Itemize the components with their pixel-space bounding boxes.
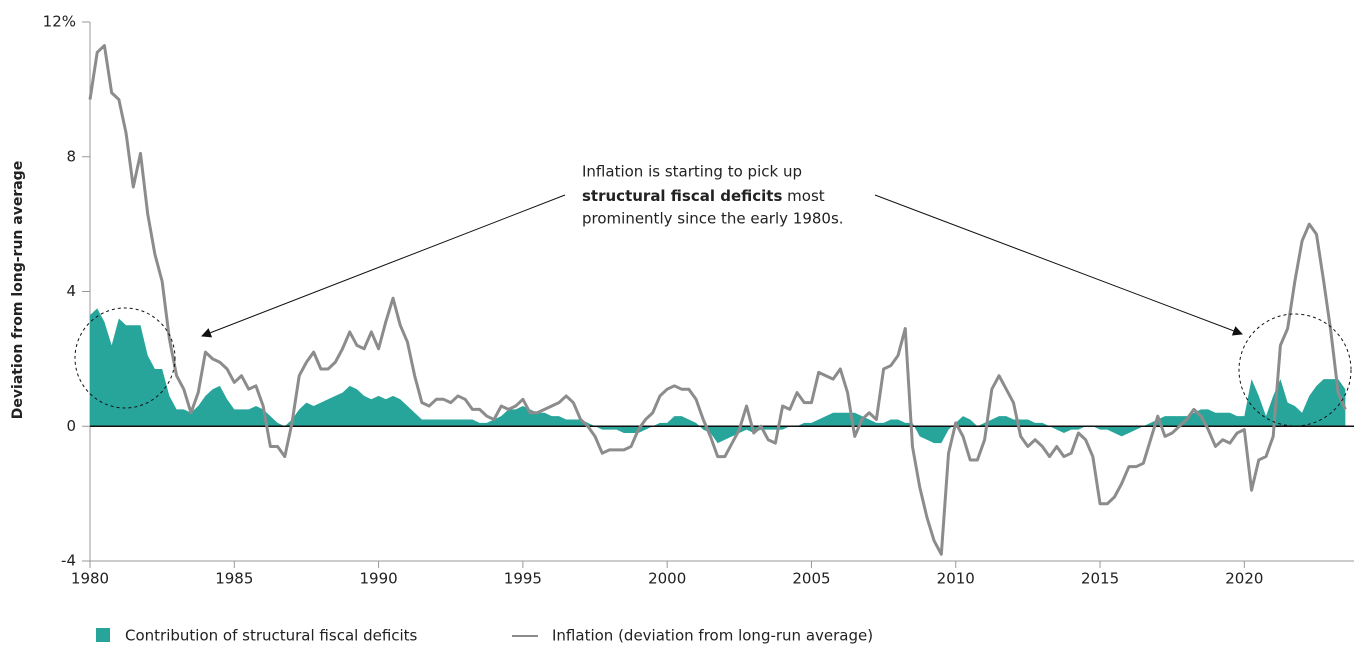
annotation-line: structural fiscal deficits most [582, 187, 825, 205]
y-tick-label: 8 [66, 147, 76, 165]
highlight-circle [1238, 313, 1352, 427]
x-tick-label: 2015 [1081, 570, 1119, 588]
y-axis-label: Deviation from long-run average [10, 161, 26, 419]
x-tick-label: 1980 [71, 570, 109, 588]
annotation-text: most [782, 187, 824, 205]
x-tick-label: 2010 [937, 570, 975, 588]
legend-swatch [96, 628, 110, 642]
highlight-circle [74, 307, 176, 409]
arrow [201, 194, 566, 338]
annotation-bold: structural fiscal deficits [582, 187, 782, 205]
area [90, 308, 1346, 444]
x-tick-label: 1985 [215, 570, 253, 588]
line [88, 44, 1347, 556]
y-tick-label: 0 [66, 417, 76, 435]
annotation-line: prominently since the early 1980s. [582, 210, 844, 228]
legend-label: Contribution of structural fiscal defici… [125, 627, 418, 645]
annotation-line: Inflation is starting to pick up [582, 163, 802, 181]
x-tick-label: 1995 [504, 570, 542, 588]
plot-area: -4 0 4 8 12% 1980 1985 1990 1995 2000 2005 2010 2015… [43, 13, 1354, 588]
y-tick-label: -4 [61, 552, 76, 570]
y-tick-label: 12% [43, 13, 76, 31]
legend: Contribution of structural fiscal defici… [96, 627, 873, 645]
x-tick-label: 2000 [648, 570, 686, 588]
annotation: Inflation is starting to pick up structu… [74, 163, 1352, 427]
x-tick-label: 1990 [359, 570, 397, 588]
x-tick-label: 2020 [1225, 570, 1263, 588]
y-tick-label: 4 [66, 282, 76, 300]
arrow [874, 194, 1243, 336]
x-tick-label: 2005 [792, 570, 830, 588]
legend-label: Inflation (deviation from long-run avera… [552, 627, 873, 645]
